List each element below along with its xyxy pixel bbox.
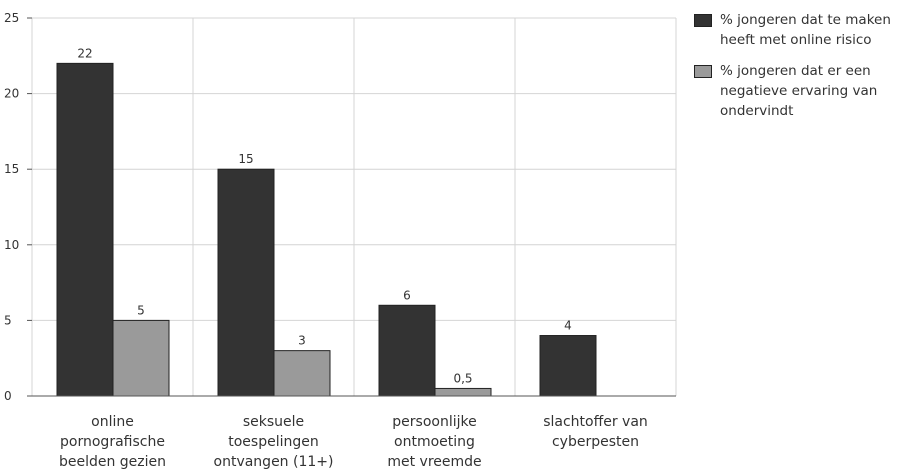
bar-value-label: 22 xyxy=(77,46,92,60)
bar-value-label: 3 xyxy=(298,334,306,348)
bar-series1-1 xyxy=(56,62,114,397)
legend-item-negative: % jongeren dat er een negatieve ervaring… xyxy=(694,61,904,121)
legend-swatch-risk xyxy=(694,14,712,27)
y-tick-label: 0 xyxy=(4,389,12,403)
gridlines xyxy=(31,17,677,396)
x-category-label-line: pornografische xyxy=(60,434,165,450)
bar-chart: 0 5 10 15 20 25 22 5 15 3 6 0,5 4 online pornografis… xyxy=(4,11,677,470)
y-tick-label: 10 xyxy=(4,238,19,252)
x-category-label: seksuele toespelingen ontvangen (11+) xyxy=(214,414,334,470)
legend: % jongeren dat te maken heeft met online… xyxy=(694,10,904,132)
y-axis-ticks: 0 5 10 15 20 25 xyxy=(4,11,32,403)
x-category-label-line: persoonlijke xyxy=(392,414,476,430)
x-category-label-line: online xyxy=(91,414,134,430)
x-category-label-line: ontmoeting xyxy=(394,434,475,450)
y-tick-label: 20 xyxy=(4,87,19,101)
legend-item-risk: % jongeren dat te maken heeft met online… xyxy=(694,10,904,50)
y-tick-label: 25 xyxy=(4,11,19,25)
bar-value-labels: 22 5 15 3 6 0,5 4 xyxy=(77,46,571,385)
legend-swatch-negative xyxy=(694,65,712,78)
x-category-label-line: beelden gezien xyxy=(59,454,166,470)
bar-series1-2 xyxy=(217,168,275,397)
bar-value-label: 6 xyxy=(403,288,411,302)
bar-series1-4 xyxy=(539,335,597,397)
bar-series1-3 xyxy=(378,304,436,397)
bars xyxy=(56,62,597,397)
x-category-label: online pornografische beelden gezien xyxy=(59,414,166,470)
x-category-label-line: ontvangen (11+) xyxy=(214,454,334,470)
bar-series2-1 xyxy=(112,319,170,397)
y-tick-label: 5 xyxy=(4,313,12,327)
x-category-label-line: toespelingen xyxy=(228,434,319,450)
bar-series2-3 xyxy=(434,387,492,397)
x-category-label-line: met vreemde xyxy=(387,454,481,470)
bar-value-label: 5 xyxy=(137,303,145,317)
x-axis-labels: online pornografische beelden gezien seksue… xyxy=(59,414,648,470)
x-category-label-line: slachtoffer van xyxy=(543,414,648,430)
bar-value-label: 4 xyxy=(564,319,572,333)
bar-series2-2 xyxy=(273,350,331,397)
legend-label-negative: % jongeren dat er een negatieve ervaring… xyxy=(720,63,878,119)
y-tick-label: 15 xyxy=(4,162,19,176)
bar-value-label: 15 xyxy=(238,152,253,166)
x-category-label-line: seksuele xyxy=(243,414,304,430)
legend-label-risk: % jongeren dat te maken heeft met online… xyxy=(720,12,891,48)
x-category-label-line: cyberpesten xyxy=(552,434,639,450)
bar-value-label: 0,5 xyxy=(453,371,472,385)
x-category-label: slachtoffer van cyberpesten xyxy=(543,414,648,450)
x-category-label: persoonlijke ontmoeting met vreemde xyxy=(387,414,481,470)
